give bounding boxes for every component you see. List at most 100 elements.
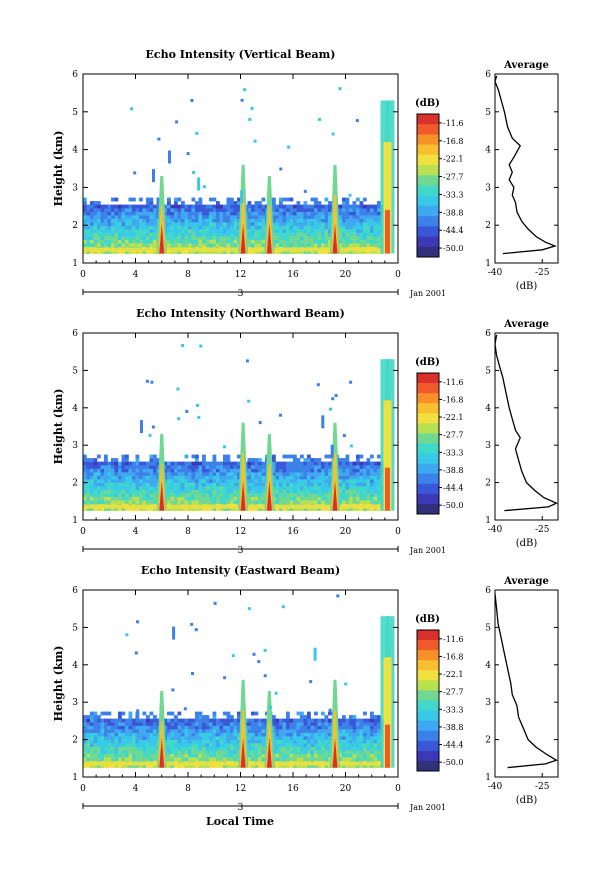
x-tick-label: 4 [133,527,139,537]
echo-cell [275,493,280,497]
colorbar-swatch [417,453,439,465]
echo-cell [345,736,350,740]
echo-cell [121,725,126,730]
echo-cell [321,215,325,219]
echo-cell [107,461,112,466]
echo-cell [177,461,182,466]
echo-cell [114,750,119,754]
echo-cell [167,211,171,216]
echo-cell [258,243,262,247]
echo-cell [363,507,367,511]
echo-cell [275,718,280,723]
echo-cell [167,746,171,751]
echo-cell [100,743,105,747]
echo-cell [363,711,367,716]
average-profile-line [494,334,558,512]
echo-cell [230,732,234,737]
echo-cell [191,718,196,723]
echo-cell [111,722,115,726]
echo-cell [142,757,147,761]
echo-cell [111,468,115,473]
echo-cell [198,757,203,761]
echo-cell [219,757,224,761]
echo-cell [139,732,143,737]
echo-cell [352,465,357,469]
echo-cell [125,764,129,768]
echo-cell [359,739,364,744]
echo-cell [181,479,185,483]
echo-cell [202,739,206,744]
echo-cell [261,468,266,473]
echo-cell [83,486,87,490]
echo-cell [132,736,136,740]
echo-cell [314,764,318,768]
echo-cell [307,732,311,737]
sparse-echo [136,709,140,723]
echo-cell [258,201,262,205]
echo-cell [247,236,252,240]
echo-cell [254,236,259,240]
echo-cell [149,750,154,754]
echo-cell [261,743,266,747]
echo-cell [100,472,105,476]
echo-cell [100,232,105,237]
echo-cell [345,479,350,483]
echo-cell [307,722,311,726]
echo-cell [86,739,91,744]
echo-cell [377,243,381,247]
echo-cell [370,486,374,490]
avg-y-tick-label: 4 [485,404,491,414]
echo-cell [261,753,266,758]
echo-cell [205,461,210,466]
echo-cell [352,739,357,744]
echo-cell [303,243,308,247]
echo-cell [317,465,322,469]
echo-cell [149,486,154,490]
echo-cell [317,236,322,240]
echo-cell [198,715,203,719]
echo-cell [125,475,129,480]
echo-cell [314,722,318,726]
echo-cell [153,461,157,466]
echo-cell [212,479,217,483]
echo-cell [170,229,175,233]
echo-cell [258,218,262,223]
echo-cell [377,725,381,730]
sparse-echo [247,607,251,611]
echo-cell [247,722,252,726]
echo-cell [373,208,378,212]
echo-cell [177,479,182,483]
echo-cell [205,479,210,483]
echo-cell [188,475,192,480]
echo-cell [377,215,381,219]
echo-cell [338,739,343,744]
echo-cell [233,507,238,511]
echo-cell [195,201,199,205]
echo-cell [153,507,157,511]
echo-cell [230,218,234,223]
echo-cell [324,218,329,223]
echo-cell [279,729,283,733]
echo-cell [114,461,119,466]
echo-cell [349,468,353,473]
spike-core [266,223,272,254]
echo-cell [191,215,196,219]
echo-cell [286,454,290,459]
echo-cell [373,479,378,483]
echo-cell [135,743,140,747]
echo-cell [366,486,371,490]
echo-cell [132,757,136,761]
echo-cell [100,711,105,716]
echo-cell [216,732,220,737]
echo-cell [125,507,129,511]
echo-cell [373,243,378,247]
echo-cell [118,208,122,212]
echo-cell [205,736,210,740]
echo-cell [97,725,101,730]
echo-cell [356,236,360,240]
echo-cell [149,229,154,233]
echo-cell [170,479,175,483]
echo-cell [97,201,101,205]
echo-cell [125,479,129,483]
echo-cell [212,465,217,469]
